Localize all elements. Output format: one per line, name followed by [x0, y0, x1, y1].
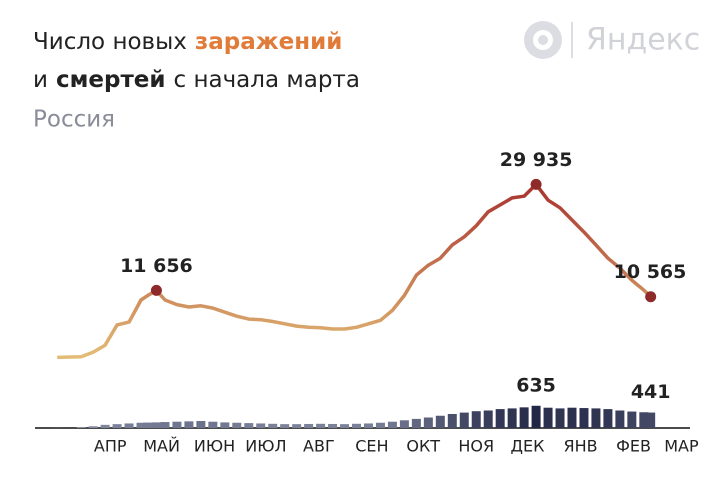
- title-part: Число новых: [33, 29, 187, 55]
- bar: [591, 408, 601, 428]
- logo-text: Яндекс: [586, 23, 700, 58]
- chart-title-line2: и смертей с начала марта: [33, 67, 360, 93]
- bar: [639, 412, 649, 428]
- bar: [646, 412, 656, 428]
- bar: [507, 408, 517, 428]
- title-part: заражений: [195, 29, 342, 55]
- x-tick-label: ОКТ: [406, 437, 440, 456]
- bar: [495, 409, 505, 428]
- bar: [459, 412, 469, 428]
- bar: [352, 423, 362, 428]
- bar: [160, 422, 170, 428]
- bar: [172, 421, 182, 428]
- bar: [375, 422, 385, 428]
- bar: [543, 407, 553, 428]
- bar: [531, 405, 541, 428]
- bar: [232, 422, 242, 428]
- bar: [196, 421, 206, 428]
- bar: [603, 409, 613, 428]
- logo: Яндекс: [524, 21, 700, 59]
- x-tick-label: АПР: [94, 437, 127, 456]
- bar: [615, 410, 625, 428]
- title-part: смертей: [56, 67, 166, 93]
- bar: [292, 424, 302, 428]
- bar: [328, 423, 338, 428]
- bar: [340, 424, 350, 428]
- bar: [411, 418, 421, 428]
- logo-icon: [533, 30, 553, 50]
- bar: [244, 423, 254, 428]
- bar: [471, 411, 481, 428]
- bar: [423, 417, 433, 428]
- bar: [304, 423, 314, 428]
- bar: [555, 408, 565, 428]
- bar: [627, 411, 637, 428]
- bar: [579, 408, 589, 428]
- bar: [399, 420, 409, 428]
- bar: [208, 421, 218, 428]
- data-label: 635: [516, 374, 556, 396]
- title-part: с начала марта: [174, 67, 360, 93]
- bar: [76, 427, 86, 428]
- title-part: и: [33, 67, 48, 93]
- x-tick-label: ЯНВ: [563, 437, 597, 456]
- bar: [483, 410, 493, 428]
- data-label: 11 656: [120, 255, 193, 277]
- bar: [268, 423, 278, 428]
- x-tick-label: МАЙ: [143, 437, 180, 456]
- bar: [567, 407, 577, 428]
- bar: [184, 421, 194, 428]
- bar: [435, 415, 445, 428]
- bar: [316, 423, 326, 428]
- chart-title-line1: Число новых заражений: [33, 29, 342, 55]
- data-label: 441: [631, 381, 671, 403]
- bar: [112, 424, 122, 428]
- bar: [136, 422, 146, 428]
- bar: [256, 423, 266, 428]
- logo-icon: [524, 21, 562, 59]
- point-marker: [645, 291, 657, 303]
- bar: [220, 422, 230, 428]
- logo-icon: [538, 35, 548, 45]
- bar: [143, 422, 153, 428]
- x-tick-label: НОЯ: [458, 437, 494, 456]
- bar: [280, 424, 290, 428]
- bar: [519, 407, 529, 428]
- x-tick-label: ИЮЛ: [245, 437, 286, 456]
- data-label: 10 565: [614, 261, 687, 283]
- x-tick-label: АВГ: [303, 437, 335, 456]
- x-tick-label: ИЮН: [194, 437, 235, 456]
- subtitle: Россия: [33, 107, 115, 133]
- x-tick-label: ФЕВ: [616, 437, 651, 456]
- bar: [387, 421, 397, 428]
- bar: [447, 414, 457, 428]
- bar: [363, 423, 373, 428]
- bar: [124, 423, 134, 428]
- bar: [88, 426, 98, 428]
- bar: [100, 424, 110, 428]
- x-tick-label: ДЕК: [511, 437, 546, 456]
- data-label: 29 935: [500, 149, 573, 171]
- x-tick-label: МАР: [664, 437, 699, 456]
- point-marker: [530, 178, 542, 190]
- x-tick-label: СЕН: [355, 437, 388, 456]
- point-marker: [150, 284, 162, 296]
- bar: [151, 422, 161, 428]
